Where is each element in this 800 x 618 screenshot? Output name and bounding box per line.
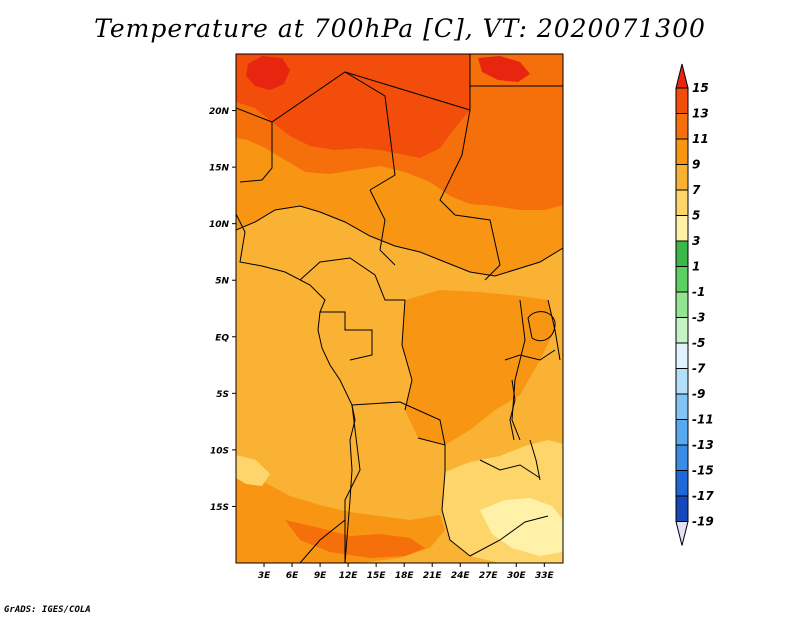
colorbar-label: -1 (692, 285, 705, 299)
band-above-15-ne (478, 56, 530, 82)
lon-tick-label: 6E (286, 571, 299, 581)
temperature-field (236, 54, 563, 563)
colorbar-box (675, 215, 689, 242)
colorbar-bottom-triangle (675, 521, 689, 546)
colorbar-label: -11 (692, 413, 714, 427)
lon-tick-label: 24E (451, 571, 471, 581)
coastline (236, 213, 356, 563)
lat-tick-label: 15S (210, 503, 229, 513)
colorbar-label: 3 (692, 234, 700, 248)
band-9-11-east (402, 290, 555, 445)
colorbar-box (675, 291, 689, 318)
colorbar-box (675, 393, 689, 420)
band-above-15 (246, 56, 290, 90)
colorbar-label: -15 (692, 464, 714, 478)
lon-tick-label: 30E (507, 571, 527, 581)
lon-tick-label: 15E (367, 571, 387, 581)
lat-tick-label: 10S (210, 446, 229, 456)
lon-tick-label: 9E (314, 571, 327, 581)
colorbar-label: 5 (692, 209, 700, 223)
lon-tick-label: 21E (423, 571, 443, 581)
colorbar-box (675, 444, 689, 471)
colorbar-label: 15 (692, 81, 709, 95)
lat-tick-label: EQ (215, 333, 229, 343)
lon-tick-label: 33E (535, 571, 555, 581)
colorbar-box (675, 342, 689, 369)
lakes (509, 311, 556, 481)
longitude-axis: 3E 6E 9E 12E 15E 18E 21E 24E 27E 30E 33E (258, 563, 555, 581)
colorbar-label: 1 (692, 260, 700, 274)
colorbar-label: -13 (692, 438, 714, 452)
colorbar-label: 9 (692, 158, 700, 172)
lon-tick-label: 3E (258, 571, 271, 581)
band-5-7-southwest (236, 455, 270, 486)
band-11-13-south (285, 520, 425, 558)
colorbar-box (675, 266, 689, 293)
colorbar-label: -7 (692, 362, 706, 376)
colorbar-box (675, 368, 689, 395)
colorbar-label: -5 (692, 336, 705, 350)
colorbar-box (675, 87, 689, 114)
lat-tick-label: 5N (215, 277, 229, 287)
grads-credit: GrADS: IGES/COLA (4, 605, 91, 615)
colorbar-box (675, 164, 689, 191)
lon-tick-label: 18E (395, 571, 415, 581)
colorbar-label: -17 (692, 489, 714, 503)
lon-tick-label: 27E (479, 571, 499, 581)
chart-title: Temperature at 700hPa [C], VT: 202007130… (94, 14, 706, 43)
map-frame (235, 53, 564, 564)
lat-tick-label: 20N (209, 107, 230, 117)
band-3-5-southeast (480, 498, 563, 556)
colorbar-label: 11 (692, 132, 709, 146)
colorbar-label: -19 (692, 515, 714, 529)
country-borders (236, 54, 563, 563)
colorbar-label: -9 (692, 387, 705, 401)
colorbar-label: 13 (692, 107, 709, 121)
lat-tick-label: 5S (216, 390, 229, 400)
lat-tick-label: 15N (209, 164, 230, 174)
colorbar-box (675, 317, 689, 344)
colorbar-box (675, 113, 689, 140)
colorbar-box (675, 189, 689, 216)
colorbar: 15 13 11 9 7 5 3 1 -1 -3 -5 -7 -9 -11 -13 -15 -17 -19 (675, 63, 714, 546)
colorbar-box (675, 495, 689, 522)
colorbar-top-triangle (675, 63, 689, 89)
band-13-15 (236, 54, 470, 158)
colorbar-box (675, 470, 689, 497)
colorbar-label: 7 (692, 183, 701, 197)
lon-tick-label: 12E (339, 571, 359, 581)
colorbar-box (675, 240, 689, 267)
latitude-axis: 20N 15N 10N 5N EQ 5S 10S 15S (209, 107, 236, 513)
colorbar-box (675, 419, 689, 446)
colorbar-box (675, 138, 689, 165)
colorbar-label: -3 (692, 311, 705, 325)
lat-tick-label: 10N (209, 220, 230, 230)
